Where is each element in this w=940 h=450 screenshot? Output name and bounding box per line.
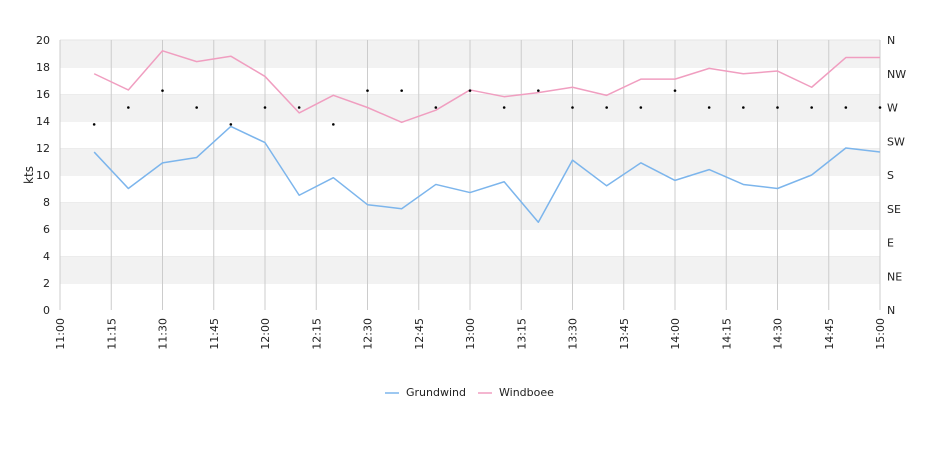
x-tick-label: 14:30	[772, 318, 785, 350]
direction-point	[161, 89, 164, 92]
x-tick-label: 11:00	[54, 318, 67, 350]
y2-tick-label: N	[887, 34, 895, 47]
series-lines	[93, 50, 881, 223]
direction-point	[537, 89, 540, 92]
y-tick-label: 10	[36, 169, 50, 182]
x-tick-label: 12:00	[259, 318, 272, 350]
y-tick-label: 18	[36, 61, 50, 74]
y2-tick-label: NW	[887, 68, 906, 81]
direction-point	[400, 89, 403, 92]
direction-point	[878, 106, 882, 109]
direction-point	[332, 123, 335, 126]
x-tick-label: 14:15	[720, 318, 733, 350]
y-tick-label: 6	[43, 223, 50, 236]
direction-point	[366, 89, 369, 92]
direction-point	[673, 89, 677, 92]
x-tick-label: 12:45	[413, 318, 426, 350]
y-tick-label: 2	[43, 277, 50, 290]
x-tick-label: 14:00	[669, 318, 682, 350]
direction-point	[434, 106, 438, 109]
direction-point	[127, 106, 130, 109]
y-axis-right: N NE E SE S SW W NW N	[887, 34, 906, 317]
y-tick-label: 20	[36, 34, 50, 47]
x-tick-label: 11:15	[105, 318, 118, 350]
direction-point	[605, 106, 608, 109]
y2-tick-label: N	[887, 304, 895, 317]
y-axis-left: 0 2 4 6 8 10 12 14 16 18 20	[36, 34, 50, 317]
series-line-grundwind	[93, 125, 881, 223]
x-tick-label: 12:15	[310, 318, 323, 350]
direction-point	[297, 106, 301, 109]
legend-label-windboee: Windboee	[499, 386, 554, 399]
direction-point	[502, 106, 506, 109]
direction-point	[92, 123, 96, 126]
y2-tick-label: W	[887, 102, 898, 115]
x-tick-label: 13:30	[567, 318, 580, 350]
series-line-windboee	[93, 50, 880, 124]
direction-point	[468, 89, 472, 92]
direction-point	[195, 106, 198, 109]
y-tick-label: 14	[36, 115, 50, 128]
y-tick-label: 12	[36, 142, 50, 155]
y2-tick-label: NE	[887, 270, 902, 283]
y2-tick-label: E	[887, 237, 894, 250]
y2-tick-label: S	[887, 169, 894, 182]
x-tick-label: 11:30	[157, 318, 170, 350]
x-tick-label: 15:00	[874, 318, 887, 350]
x-tick-label: 14:45	[823, 318, 836, 350]
vertical-gridlines	[59, 40, 881, 310]
x-axis: 11:00 11:15 11:30 11:45 12:00 12:15 12:30 12:45…	[54, 318, 887, 350]
legend: Grundwind Windboee	[385, 386, 554, 399]
x-tick-label: 13:45	[618, 318, 631, 350]
y2-tick-label: SW	[887, 135, 905, 148]
direction-point	[776, 106, 779, 109]
direction-point	[263, 106, 267, 109]
direction-point	[229, 123, 233, 126]
y-tick-label: 4	[43, 250, 50, 263]
x-tick-label: 13:00	[464, 318, 477, 350]
y-tick-label: 0	[43, 304, 50, 317]
direction-point	[571, 106, 574, 109]
y-tick-label: 16	[36, 88, 50, 101]
direction-point	[810, 106, 813, 109]
x-tick-label: 13:15	[515, 318, 528, 350]
y-tick-label: 8	[43, 196, 50, 209]
y2-tick-label: SE	[887, 203, 901, 216]
direction-points	[92, 89, 882, 126]
x-tick-label: 11:45	[208, 318, 221, 350]
direction-point	[844, 106, 848, 109]
direction-point	[639, 106, 643, 109]
direction-point	[742, 106, 745, 109]
x-tick-label: 12:30	[362, 318, 375, 350]
y-axis-title: kts	[22, 166, 36, 184]
direction-point	[707, 106, 711, 109]
legend-label-grundwind: Grundwind	[406, 386, 466, 399]
